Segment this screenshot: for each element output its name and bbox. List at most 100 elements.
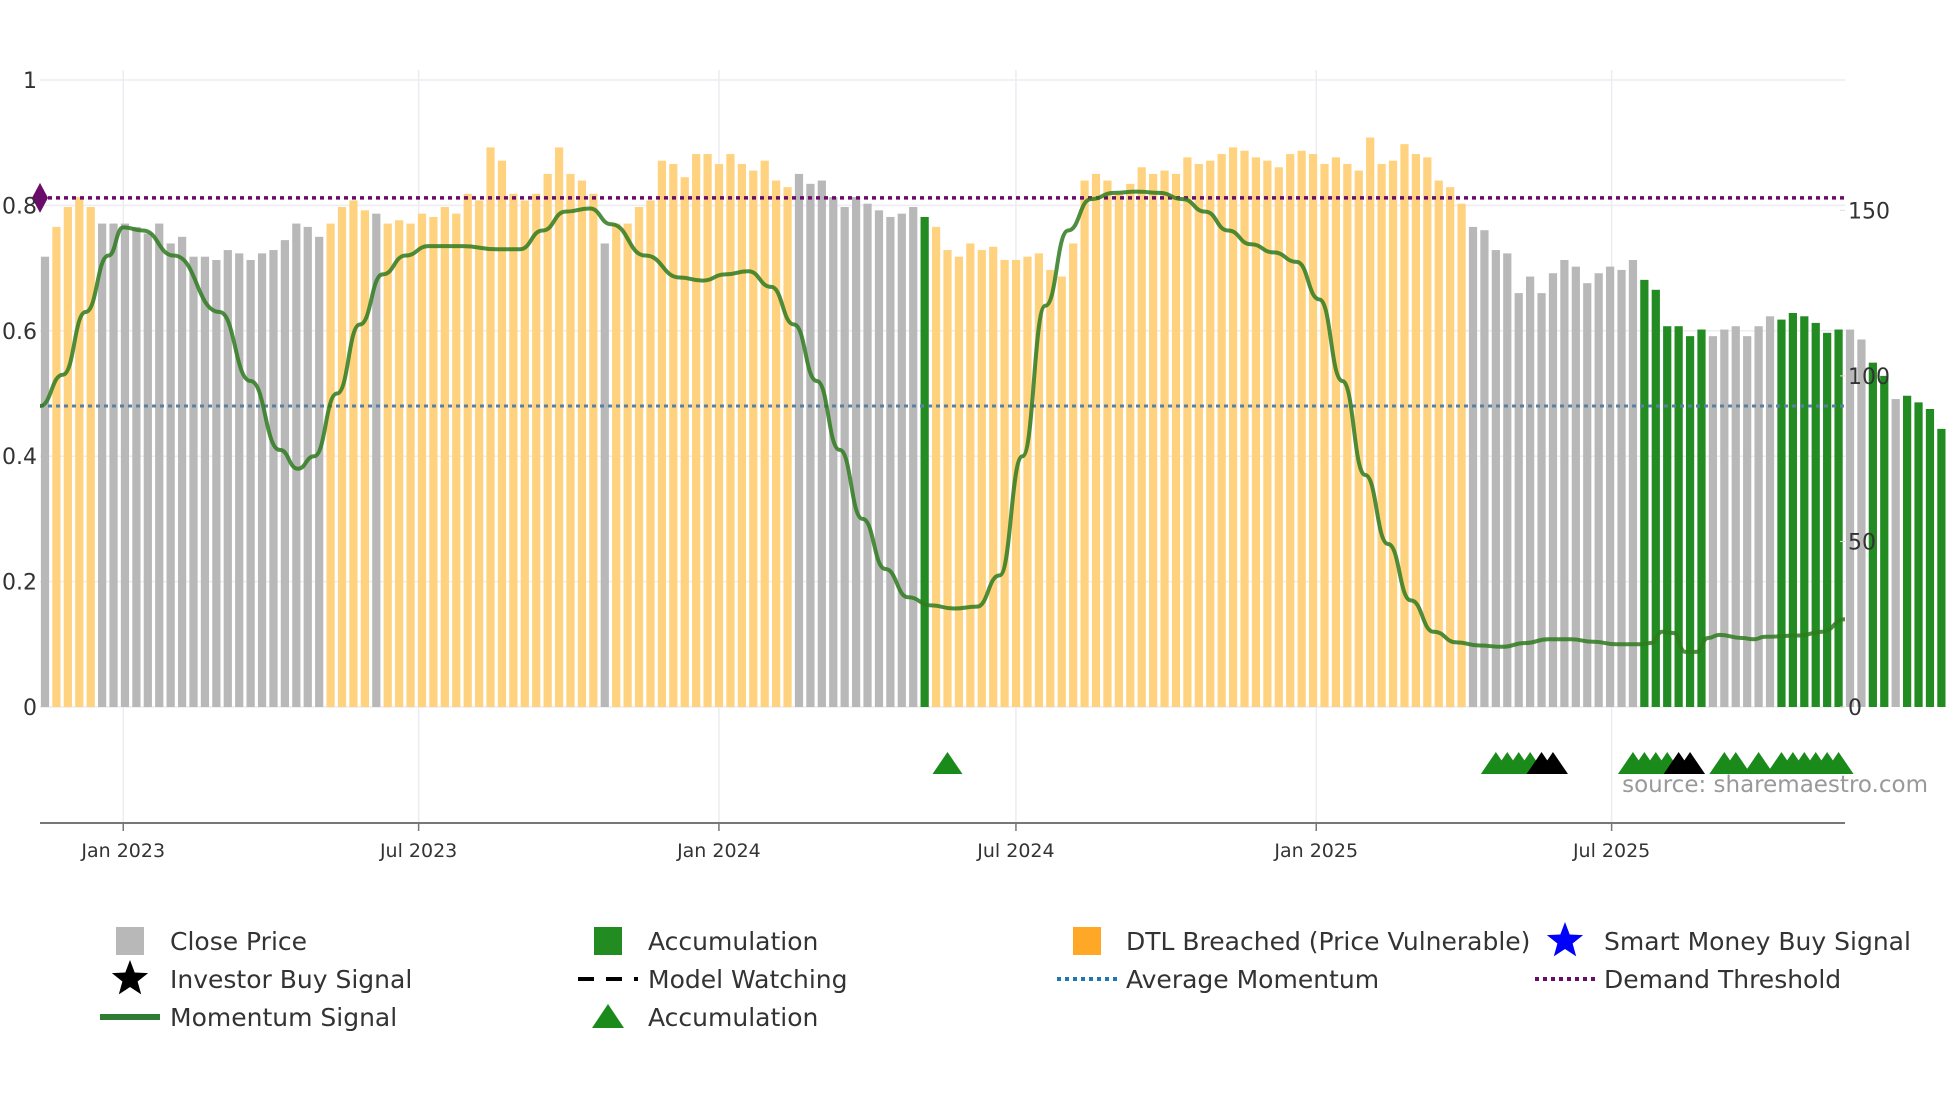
bar-grey [189,256,198,707]
bar-dtl [1240,150,1249,707]
bar-dtl [1000,260,1009,707]
bar-grey [120,223,130,708]
bar-grey [851,197,861,708]
bar-dtl [1457,203,1466,707]
legend-item: Accumulation [592,1003,818,1032]
bar-dtl [440,207,449,707]
bar-grey [1583,283,1592,707]
bar-dtl [1046,269,1055,707]
bar-dtl [749,170,758,708]
bar-dtl [623,223,632,708]
bar-dtl [1263,160,1272,707]
bar-dtl [589,193,598,707]
bar-acc [1788,312,1797,707]
bar-grey [143,233,152,707]
bar-grey [257,253,267,707]
legend-swatch [116,927,144,955]
bar-dtl [1137,167,1146,708]
x-tick-label: Jul 2023 [379,840,457,862]
bar-dtl [1206,160,1215,707]
bar-dtl [1377,163,1386,707]
bar-grey [1480,230,1489,707]
axes: 0 0.2 0.4 0.6 0.8 1 0 50 100 150 Jan 2023 Jul 2023 J… [2,69,1890,862]
bar-grey [98,223,107,708]
y-left-tick-label: 0.4 [2,445,37,470]
accumulation-triangle [1823,752,1854,774]
bar-grey [1845,329,1855,707]
bar-dtl [1069,243,1078,707]
bar-dtl [1023,256,1032,707]
legend-label: Close Price [170,927,307,956]
legend-label: Model Watching [648,965,848,994]
bar-dtl [452,213,461,707]
y-right-tick-label: 100 [1848,365,1890,390]
bar-dtl [1217,154,1226,708]
price-bars [40,137,1946,708]
bar-dtl [1091,173,1101,707]
bar-dtl [554,147,564,707]
bar-acc [920,216,929,707]
bar-dtl [1297,150,1306,707]
bar-dtl [634,207,644,707]
bar-dtl [475,200,484,707]
bar-grey [1548,273,1558,707]
bar-dtl [86,207,95,707]
bar-dtl [337,207,347,707]
bar-grey [1571,266,1580,707]
x-tick-label: Jan 2023 [80,840,165,862]
bar-grey [372,213,381,707]
legend-item: Accumulation [594,927,818,956]
bar-dtl [692,154,701,708]
bar-dtl [669,163,678,707]
bar-dtl [577,180,587,708]
accumulation-triangle [1743,752,1774,774]
y-left-tick-label: 1 [23,69,37,94]
bar-dtl [1194,163,1203,707]
legend-label: Investor Buy Signal [170,965,412,994]
bar-grey [200,256,210,707]
bar-grey [1617,269,1626,707]
x-tick-label: Jul 2024 [976,840,1054,862]
bar-acc [1697,329,1706,707]
bar-dtl [395,220,404,707]
bar-grey [897,213,906,707]
bar-dtl [520,200,529,707]
bar-grey [863,203,872,707]
bar-acc [1925,409,1935,707]
bar-dtl [1388,160,1398,707]
legend-item: Momentum Signal [100,1003,397,1032]
bar-dtl [543,173,552,707]
bar-dtl [486,147,495,707]
bar-dtl [1171,173,1181,707]
x-tick-label: Jan 2025 [1273,840,1358,862]
legend-item: Demand Threshold [1535,965,1841,994]
bar-grey [315,236,324,708]
bar-acc [1811,322,1820,707]
bar-dtl [349,200,358,707]
legend-item: Investor Buy Signal [111,960,412,995]
bar-dtl [989,246,998,707]
legend-item: Close Price [116,927,307,956]
bar-dtl [52,226,61,707]
bar-dtl [1149,173,1158,707]
legend-label: DTL Breached (Price Vulnerable) [1126,927,1530,956]
bar-grey [886,216,895,707]
bar-dtl [1354,170,1363,708]
bar-dtl [417,213,427,707]
bar-grey [166,243,175,707]
bar-dtl [680,177,689,707]
bar-grey [1594,273,1603,707]
bar-grey [177,236,187,708]
bar-acc [1823,332,1832,707]
bar-dtl [1434,180,1443,708]
bar-dtl [1114,193,1123,707]
bar-dtl [1286,154,1295,708]
bar-dtl [612,223,621,708]
bar-grey [1628,260,1638,707]
bar-dtl [1228,147,1238,707]
bar-dtl [966,243,975,707]
y-left-tick-label: 0.8 [2,194,37,219]
legend-item: DTL Breached (Price Vulnerable) [1073,927,1530,956]
legend-item: Smart Money Buy Signal [1546,922,1911,957]
